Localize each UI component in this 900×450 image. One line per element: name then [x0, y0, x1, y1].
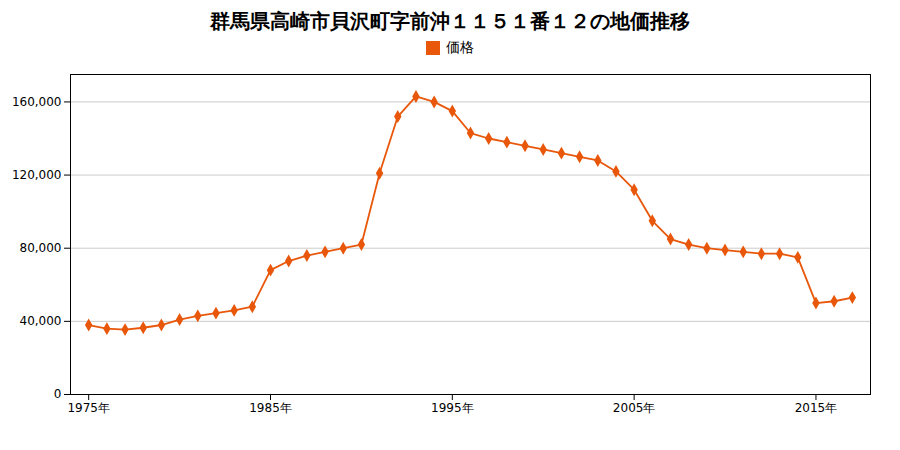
svg-text:80,000: 80,000: [20, 241, 62, 255]
svg-text:1985年: 1985年: [249, 401, 292, 415]
html-text:価格: 価格: [446, 39, 474, 55]
svg-text:2015年: 2015年: [795, 401, 838, 415]
svg-text:0: 0: [54, 387, 62, 401]
svg-text:120,000: 120,000: [12, 168, 62, 182]
html-text:群馬県高崎市貝沢町字前沖１１５１番１２の地価推移: 群馬県高崎市貝沢町字前沖１１５１番１２の地価推移: [210, 9, 690, 33]
svg-text:1975年: 1975年: [67, 401, 110, 415]
svg-text:160,000: 160,000: [12, 95, 62, 109]
svg-text:1995年: 1995年: [431, 401, 474, 415]
svg-text:2005年: 2005年: [613, 401, 656, 415]
svg-text:40,000: 40,000: [20, 314, 62, 328]
